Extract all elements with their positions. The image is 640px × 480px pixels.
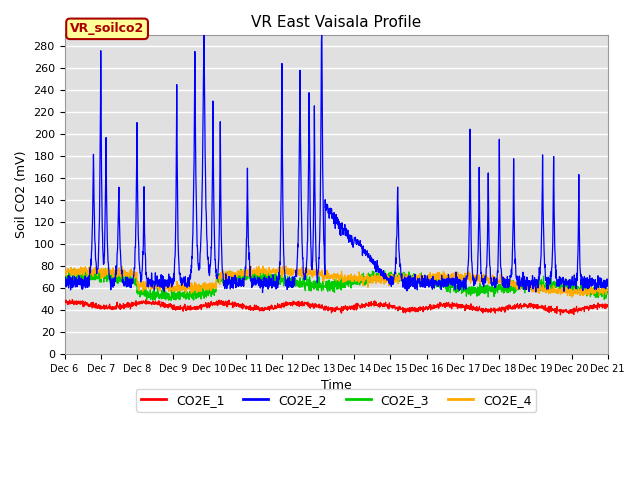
Y-axis label: Soil CO2 (mV): Soil CO2 (mV)	[15, 151, 28, 239]
Text: VR_soilco2: VR_soilco2	[70, 23, 144, 36]
X-axis label: Time: Time	[321, 379, 351, 393]
Title: VR East Vaisala Profile: VR East Vaisala Profile	[251, 15, 421, 30]
Legend: CO2E_1, CO2E_2, CO2E_3, CO2E_4: CO2E_1, CO2E_2, CO2E_3, CO2E_4	[136, 389, 536, 412]
